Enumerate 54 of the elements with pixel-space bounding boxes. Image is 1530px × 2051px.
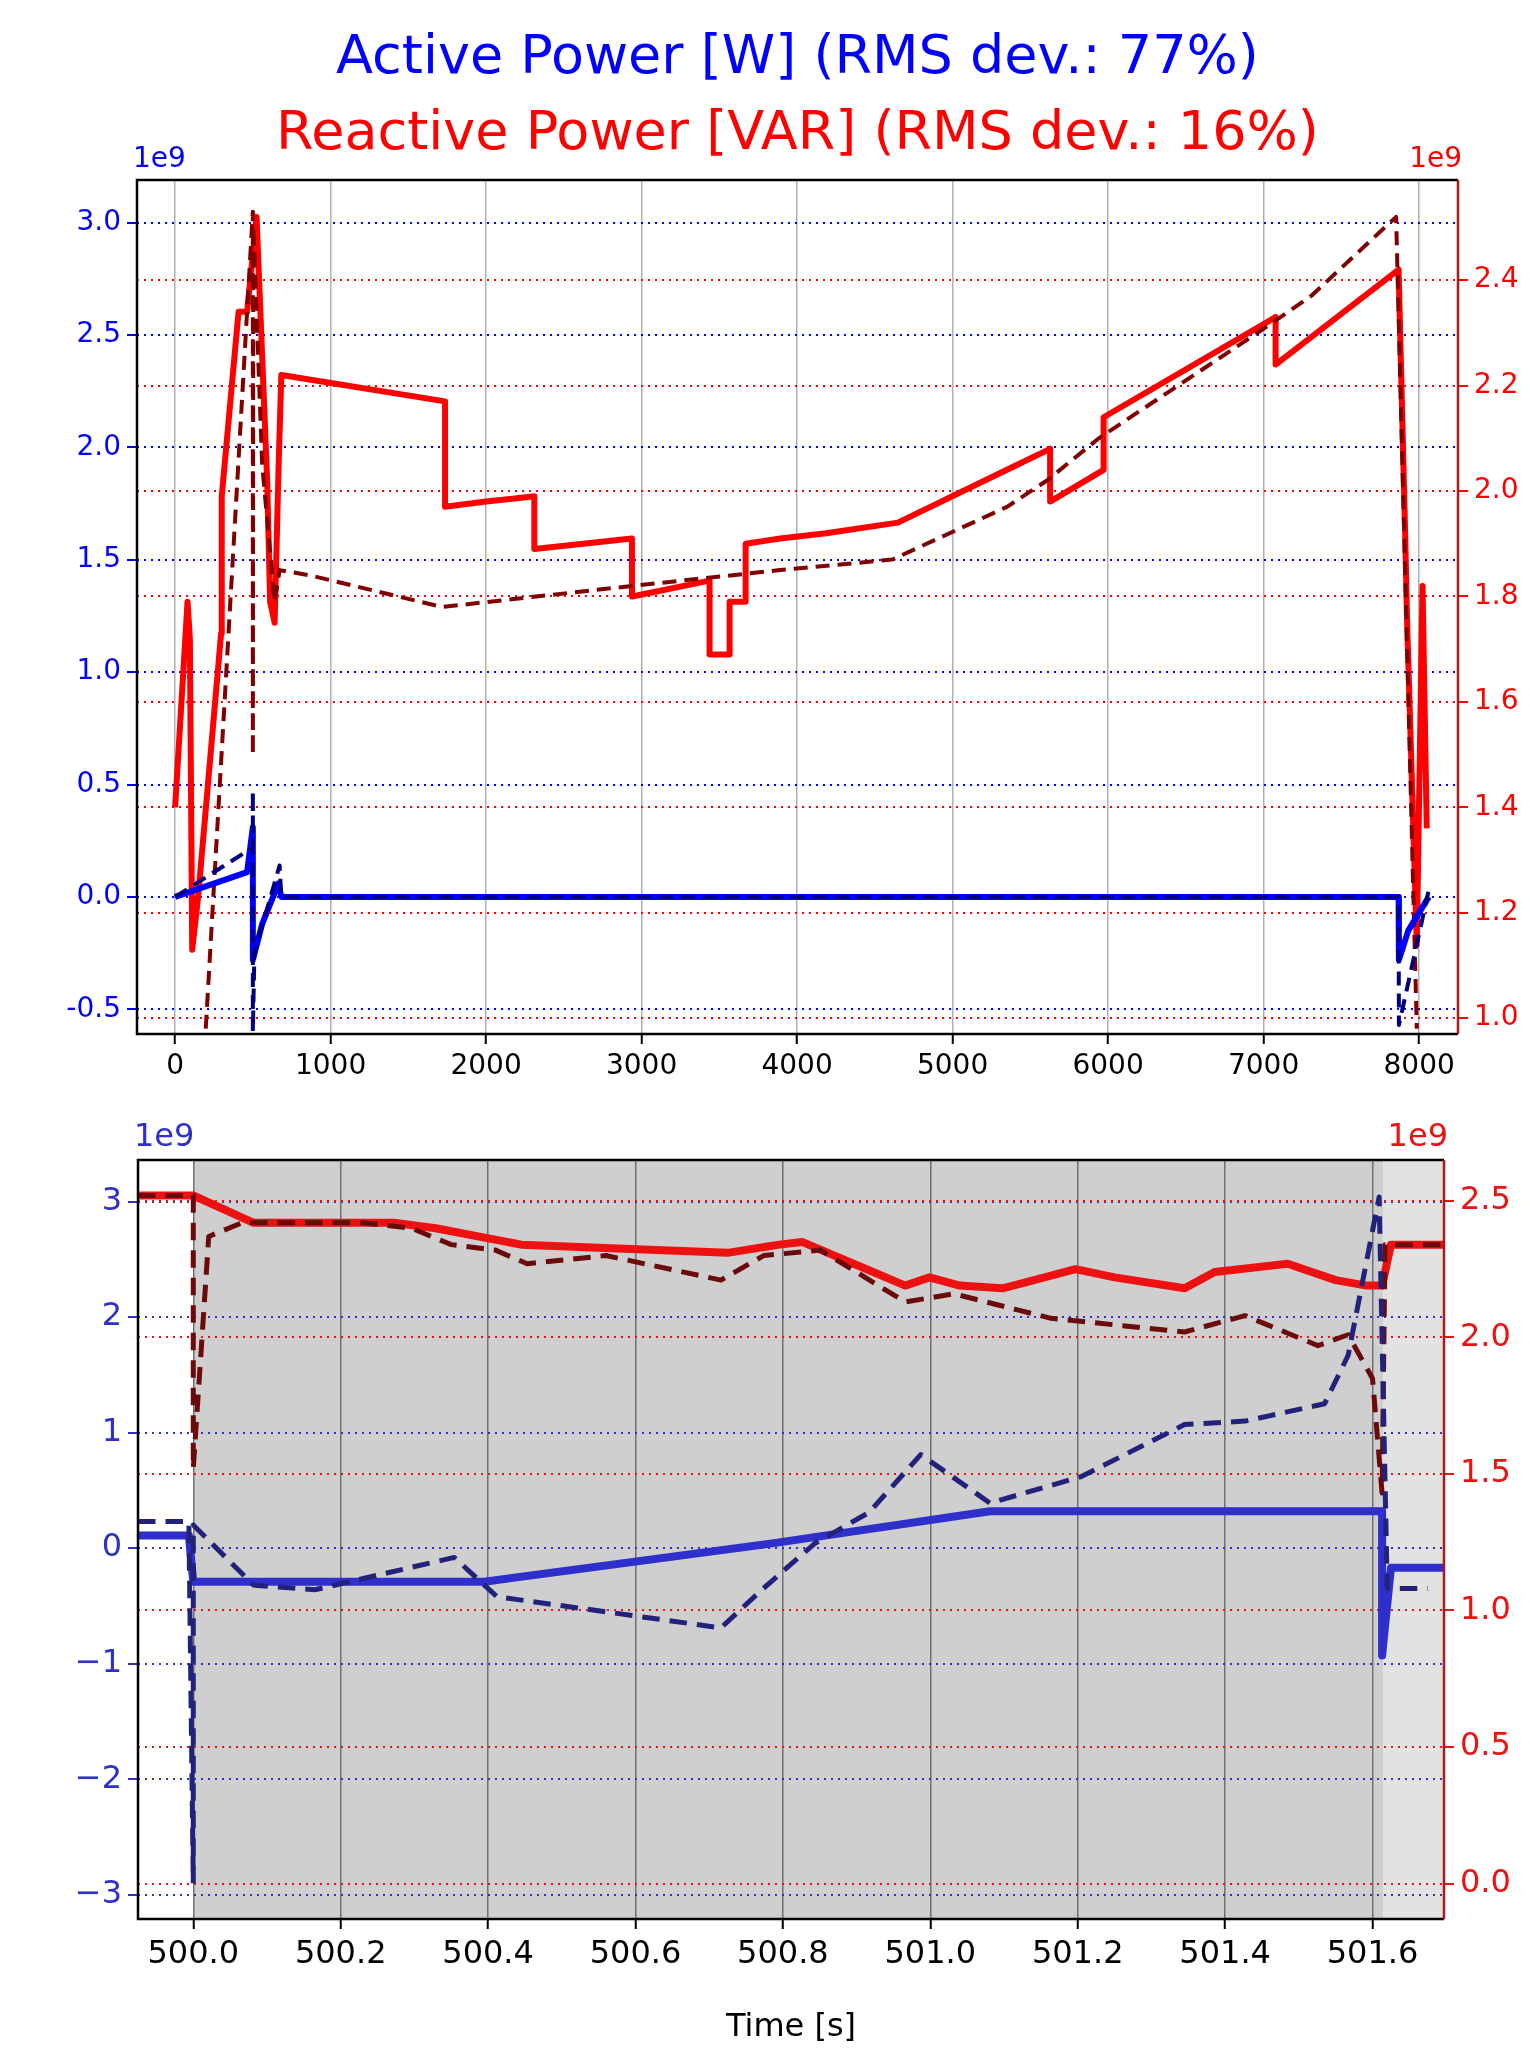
x-tick-label: 500.8: [737, 1932, 829, 1971]
y-tick-label: 0.0: [76, 878, 121, 912]
y-tick-label: 1.5: [76, 541, 121, 575]
x-tick-label: 500.0: [147, 1932, 240, 1971]
y-tick-label: 2.0: [76, 428, 121, 462]
x-tick-label: 501.4: [1179, 1932, 1271, 1971]
y-tick-label: 1.0: [76, 653, 121, 687]
y-tick-label: 3: [101, 1179, 122, 1218]
y2-tick-label: 1.8: [1474, 577, 1519, 611]
x-tick-label: 3000: [605, 1048, 678, 1082]
y2-tick-label: 2.2: [1474, 366, 1519, 400]
y-tick-label: 2.5: [76, 316, 121, 350]
y2-tick-label: 2.0: [1474, 472, 1519, 506]
y-tick-label: −1: [74, 1642, 122, 1680]
x-axis-title: Time [s]: [724, 2006, 857, 2045]
text: 1e9: [1409, 141, 1462, 175]
y-tick-label: −3: [74, 1873, 122, 1912]
y-tick-label: -0.5: [66, 990, 121, 1024]
x-tick-label: 6000: [1072, 1048, 1144, 1082]
chart-subtitle: Reactive Power [VAR] (RMS dev.: 16%): [276, 99, 1319, 162]
x-tick-label: 2000: [450, 1048, 522, 1082]
x-tick-label: 0: [166, 1048, 185, 1082]
text: 1e9: [1387, 1116, 1448, 1155]
x-tick-label: 4000: [761, 1048, 833, 1082]
y-tick-label: 0: [101, 1526, 122, 1565]
y2-tick-label: 0.5: [1460, 1725, 1511, 1764]
text: 1e9: [133, 141, 186, 175]
y2-tick-label: 1.6: [1474, 683, 1519, 717]
y-tick-label: 2: [101, 1295, 122, 1334]
y2-tick-label: 0.0: [1460, 1861, 1511, 1900]
y2-tick-label: 2.5: [1460, 1179, 1511, 1218]
x-tick-label: 8000: [1383, 1048, 1455, 1082]
x-tick-label: 500.6: [589, 1932, 682, 1971]
y2-tick-label: 1.5: [1460, 1452, 1511, 1491]
chart-title: Active Power [W] (RMS dev.: 77%): [335, 22, 1260, 88]
y2-tick-label: 1.4: [1474, 788, 1519, 822]
y2-tick-label: 1.0: [1474, 999, 1519, 1033]
x-tick-label: 7000: [1227, 1048, 1300, 1082]
x-tick-label: 500.4: [442, 1932, 534, 1971]
x-tick-label: 1000: [294, 1048, 367, 1082]
y-tick-label: −2: [74, 1757, 122, 1796]
y2-tick-label: 1.0: [1460, 1588, 1511, 1627]
y2-tick-label: 1.2: [1474, 894, 1519, 928]
y-tick-label: 1: [101, 1410, 122, 1449]
y-tick-label: 3.0: [76, 203, 121, 237]
y-tick-label: 0.5: [76, 765, 121, 799]
x-tick-label: 501.2: [1031, 1932, 1124, 1971]
x-tick-label: 500.2: [294, 1932, 387, 1971]
text: 1e9: [134, 1116, 195, 1155]
y2-tick-label: 2.0: [1460, 1315, 1511, 1354]
y2-tick-label: 2.4: [1474, 261, 1519, 295]
x-tick-label: 5000: [916, 1048, 989, 1082]
x-tick-label: 501.6: [1326, 1932, 1419, 1971]
x-tick-label: 501.0: [884, 1932, 977, 1971]
